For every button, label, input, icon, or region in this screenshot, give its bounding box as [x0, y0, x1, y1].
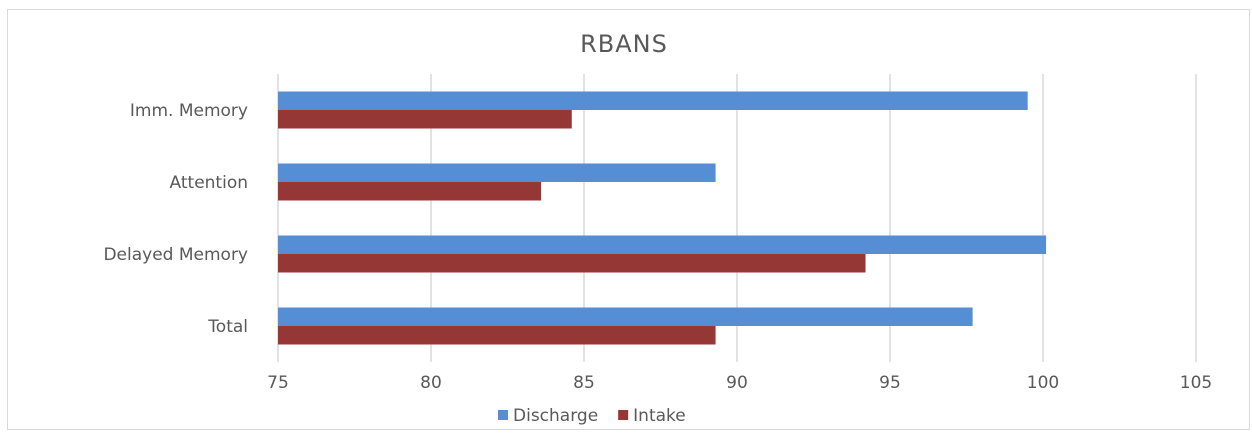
category-label: Delayed Memory	[103, 245, 248, 265]
category-label: Imm. Memory	[130, 101, 248, 121]
x-tick-label: 105	[1180, 373, 1212, 393]
bar-discharge	[278, 307, 973, 326]
x-tick-label: 80	[420, 373, 442, 393]
bar-intake	[278, 182, 542, 201]
bar-discharge	[278, 235, 1047, 254]
legend-swatch	[498, 410, 508, 420]
bar-discharge	[278, 163, 716, 182]
x-tick-label: 75	[267, 373, 289, 393]
bars	[278, 91, 1047, 345]
x-tick-label: 90	[726, 373, 748, 393]
bar-intake	[278, 326, 716, 345]
category-labels: Imm. Memory Attention Delayed Memory Total	[103, 101, 248, 337]
bar-discharge	[278, 91, 1028, 110]
legend: Discharge Intake	[498, 406, 686, 426]
x-tick-label: 95	[879, 373, 901, 393]
legend-label: Discharge	[513, 406, 598, 426]
bar-intake	[278, 110, 572, 129]
chart-title: RBANS	[580, 30, 668, 58]
x-tick-label: 100	[1027, 373, 1059, 393]
x-tick-label: 85	[573, 373, 595, 393]
category-label: Attention	[170, 173, 248, 193]
bar-intake	[278, 254, 866, 273]
legend-label: Intake	[633, 406, 686, 426]
x-tick-labels: 75 80 85 90 95 100 105	[267, 373, 1212, 393]
category-label: Total	[207, 317, 248, 337]
legend-swatch	[618, 410, 629, 420]
